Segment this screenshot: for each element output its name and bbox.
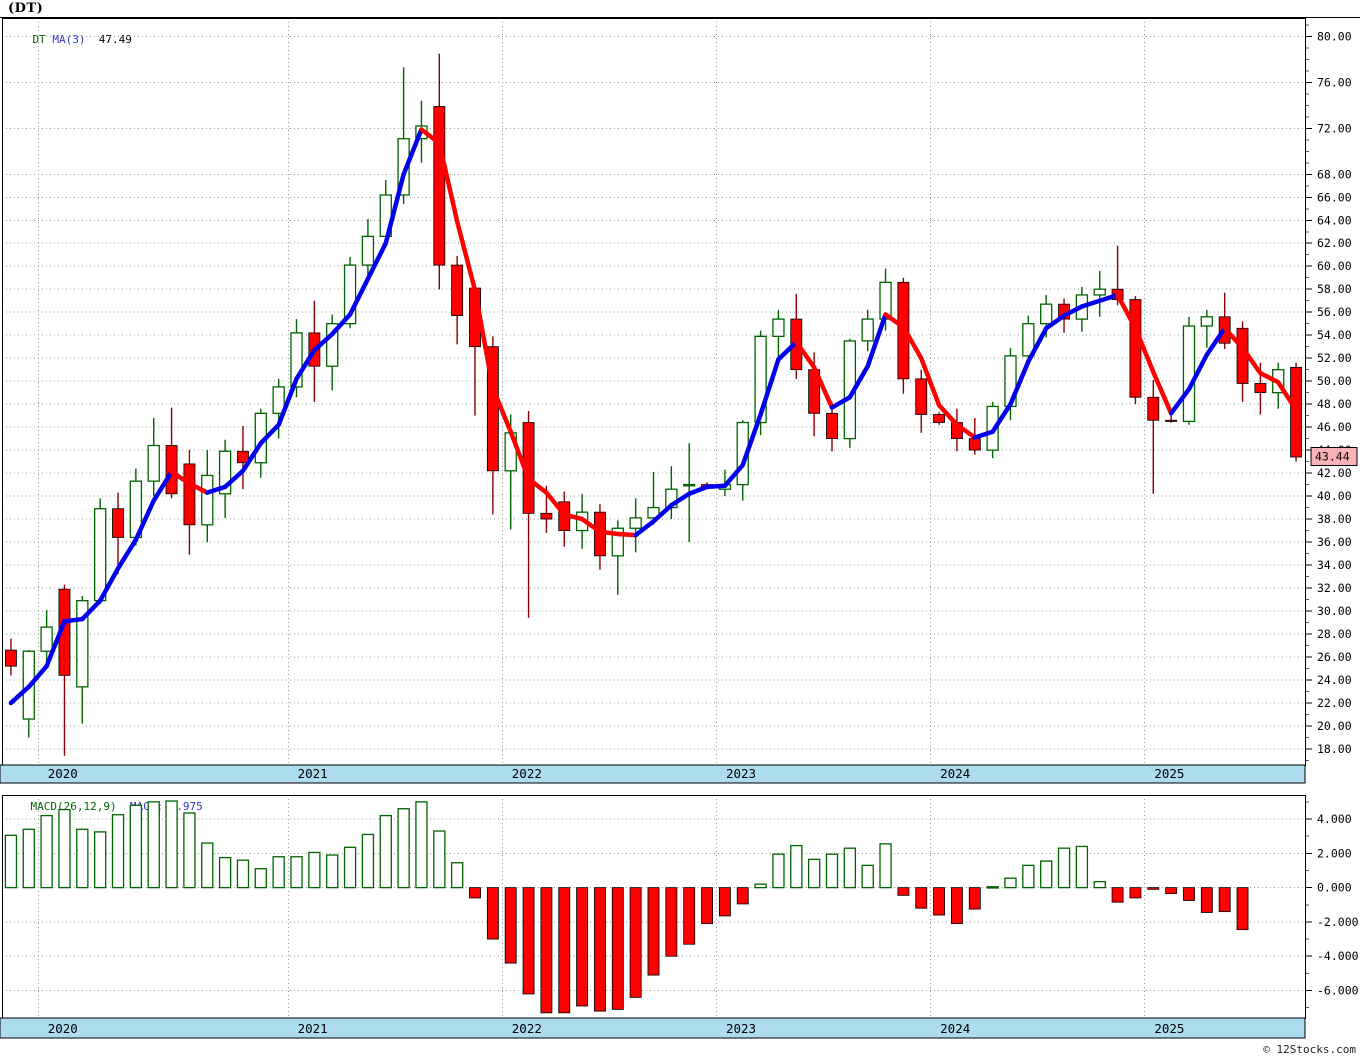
- svg-text:2.000: 2.000: [1317, 846, 1352, 860]
- svg-text:66.00: 66.00: [1317, 190, 1352, 204]
- legend-ma-indicator: MA(3): [52, 33, 86, 46]
- legend-ma-value: 47.49: [98, 33, 132, 46]
- svg-text:2020: 2020: [48, 1021, 78, 1036]
- svg-text:68.00: 68.00: [1317, 167, 1352, 181]
- moving-average-line: [8, 127, 1299, 706]
- svg-text:64.00: 64.00: [1317, 213, 1352, 227]
- svg-text:52.00: 52.00: [1317, 351, 1352, 365]
- svg-text:20.00: 20.00: [1317, 719, 1352, 733]
- legend-macd-indicator: MACD(26,12,9): [30, 800, 117, 813]
- svg-text:72.00: 72.00: [1317, 121, 1352, 135]
- svg-text:2023: 2023: [726, 766, 756, 781]
- page-title: (DT): [8, 1, 44, 16]
- svg-text:60.00: 60.00: [1317, 259, 1352, 273]
- svg-text:-6.000: -6.000: [1317, 984, 1359, 998]
- svg-text:38.00: 38.00: [1317, 512, 1352, 526]
- svg-text:2020: 2020: [48, 766, 78, 781]
- price-axis: 80.00 76.00 72.00 68.00 66.00 64.00 62.00 60.00…: [1305, 24, 1352, 761]
- svg-text:2024: 2024: [940, 1021, 970, 1036]
- svg-text:2021: 2021: [298, 766, 328, 781]
- x-axis-band-bottom: 2020 2021 2022 2023 2024 2025: [0, 1017, 1306, 1039]
- svg-text:50.00: 50.00: [1317, 374, 1352, 388]
- x-axis-band-top: 2020 2021 2022 2023 2024 2025: [0, 764, 1306, 784]
- svg-text:2022: 2022: [512, 766, 542, 781]
- price-panel-legend: DT MA(3) 47.49: [6, 20, 132, 59]
- svg-text:62.00: 62.00: [1317, 236, 1352, 250]
- svg-text:18.00: 18.00: [1317, 742, 1352, 756]
- svg-text:24.00: 24.00: [1317, 673, 1352, 687]
- svg-text:0.000: 0.000: [1317, 881, 1352, 895]
- svg-text:28.00: 28.00: [1317, 627, 1352, 641]
- svg-text:2025: 2025: [1154, 1021, 1184, 1036]
- svg-text:2022: 2022: [512, 1021, 542, 1036]
- macd-histogram: [4, 800, 1249, 1014]
- svg-text:34.00: 34.00: [1317, 558, 1352, 572]
- svg-text:46.00: 46.00: [1317, 420, 1352, 434]
- svg-text:42.00: 42.00: [1317, 466, 1352, 480]
- price-gridlines: [2, 18, 1305, 765]
- svg-text:54.00: 54.00: [1317, 328, 1352, 342]
- svg-text:32.00: 32.00: [1317, 581, 1352, 595]
- svg-text:2025: 2025: [1154, 766, 1184, 781]
- svg-text:40.00: 40.00: [1317, 489, 1352, 503]
- macd-axis: 4.000 2.000 0.000 -2.000 -4.000 -6.000: [1305, 801, 1359, 1009]
- svg-text:30.00: 30.00: [1317, 604, 1352, 618]
- svg-text:76.00: 76.00: [1317, 75, 1352, 89]
- svg-text:2021: 2021: [298, 1021, 328, 1036]
- svg-text:2024: 2024: [940, 766, 970, 781]
- svg-text:80.00: 80.00: [1317, 29, 1352, 43]
- svg-text:4.000: 4.000: [1317, 812, 1352, 826]
- svg-text:36.00: 36.00: [1317, 535, 1352, 549]
- price-panel-frame: [0, 17, 1360, 767]
- candlestick-series: [4, 53, 1303, 756]
- svg-text:58.00: 58.00: [1317, 282, 1352, 296]
- svg-text:48.00: 48.00: [1317, 397, 1352, 411]
- svg-text:2023: 2023: [726, 1021, 756, 1036]
- svg-text:22.00: 22.00: [1317, 696, 1352, 710]
- watermark: © 12Stocks.com: [1263, 1043, 1356, 1056]
- svg-text:43.44: 43.44: [1315, 450, 1350, 464]
- svg-text:-2.000: -2.000: [1317, 915, 1359, 929]
- svg-text:26.00: 26.00: [1317, 650, 1352, 664]
- last-price-badge: 43.44: [1310, 446, 1358, 467]
- svg-text:56.00: 56.00: [1317, 305, 1352, 319]
- svg-text:-4.000: -4.000: [1317, 949, 1359, 963]
